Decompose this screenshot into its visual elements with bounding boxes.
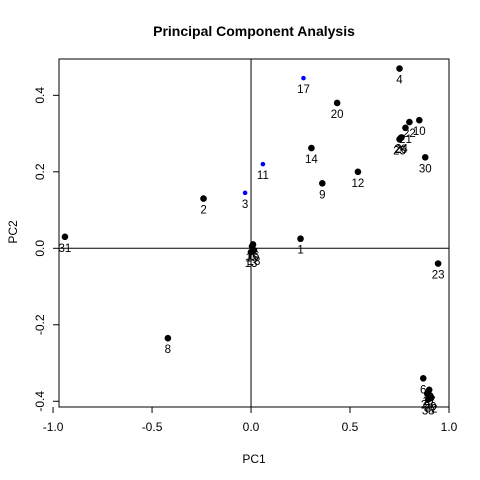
data-point-label-22: 22 bbox=[403, 128, 416, 140]
reference-lines bbox=[59, 59, 449, 407]
data-point-label-11: 11 bbox=[257, 170, 269, 182]
data-point-label-20: 20 bbox=[331, 109, 344, 121]
data-point-21 bbox=[402, 124, 409, 132]
data-point-label-12: 12 bbox=[352, 178, 365, 190]
data-point-label-24: 24 bbox=[395, 143, 408, 155]
data-point-label-33: 33 bbox=[422, 405, 435, 417]
y-tick-label: 0.0 bbox=[33, 240, 47, 257]
data-point-8 bbox=[164, 334, 172, 342]
y-tick-label: -0.2 bbox=[33, 314, 47, 335]
y-tick-label: 0.2 bbox=[33, 163, 47, 180]
data-point-6 bbox=[419, 375, 427, 382]
data-point-12 bbox=[354, 168, 362, 176]
data-point-label-10: 10 bbox=[413, 126, 426, 138]
data-point-label-21: 21 bbox=[399, 134, 412, 146]
data-point-label-13: 13 bbox=[245, 258, 258, 270]
x-axis-label: PC1 bbox=[242, 452, 266, 466]
x-tick-label: 1.0 bbox=[441, 420, 458, 434]
data-point-label-26: 26 bbox=[394, 144, 407, 156]
data-point-18 bbox=[250, 246, 258, 254]
data-point-10 bbox=[416, 116, 423, 124]
data-points bbox=[61, 65, 442, 403]
data-point-label-6: 6 bbox=[420, 384, 426, 396]
data-point-label-9: 9 bbox=[319, 189, 325, 201]
data-point-23 bbox=[434, 260, 442, 267]
plot-border bbox=[58, 58, 450, 408]
data-point-label-16: 16 bbox=[247, 250, 260, 262]
data-point-26 bbox=[397, 134, 404, 142]
data-point-label-28: 28 bbox=[421, 400, 434, 412]
data-point-label-32: 32 bbox=[425, 403, 438, 415]
data-point-31 bbox=[61, 233, 69, 241]
x-tick-label: 0.0 bbox=[243, 420, 260, 434]
data-point-1 bbox=[297, 235, 304, 243]
data-point-label-15: 15 bbox=[246, 252, 259, 264]
y-axis-label: PC2 bbox=[6, 220, 20, 244]
data-point-label-30: 30 bbox=[419, 163, 432, 175]
point-labels: 12 34689101112131415161718202122232425262… bbox=[59, 75, 445, 418]
data-point-16 bbox=[249, 241, 257, 248]
data-point-11 bbox=[260, 161, 266, 167]
data-point-label-23: 23 bbox=[432, 270, 445, 282]
data-point-label-1: 1 bbox=[297, 245, 303, 257]
data-point-2 bbox=[200, 195, 207, 202]
data-point-label-8: 8 bbox=[165, 344, 171, 356]
data-point-label-14: 14 bbox=[305, 154, 318, 166]
data-point-label-2: 2 bbox=[200, 205, 206, 217]
data-point-4 bbox=[396, 65, 403, 72]
data-point-label-29: 29 bbox=[424, 402, 437, 414]
data-point-label-4: 4 bbox=[396, 75, 403, 87]
x-axis: -1.0 -0.5 0.0 0.5 1.0 bbox=[43, 407, 458, 434]
data-point-22 bbox=[406, 118, 413, 126]
x-tick-label: 0.5 bbox=[342, 420, 359, 434]
x-tick-label: -0.5 bbox=[142, 420, 163, 434]
y-tick-label: -0.4 bbox=[33, 391, 47, 412]
data-point-label-18: 18 bbox=[248, 256, 261, 268]
data-point-label-25: 25 bbox=[393, 145, 406, 157]
data-point-label-31: 31 bbox=[59, 243, 72, 255]
data-point-label-17: 17 bbox=[297, 84, 310, 96]
chart-title: Principal Component Analysis bbox=[153, 23, 355, 39]
data-point-label-27: 27 bbox=[423, 396, 436, 408]
data-point-33 bbox=[424, 396, 432, 403]
data-point-30 bbox=[421, 153, 429, 161]
data-point-14 bbox=[308, 144, 315, 152]
data-point-3 bbox=[242, 190, 248, 196]
y-tick-label: 0.4 bbox=[33, 87, 47, 104]
data-point-20 bbox=[333, 99, 341, 107]
data-point-9 bbox=[318, 179, 326, 187]
data-point-label-3: 3 bbox=[242, 199, 248, 211]
x-tick-label: -1.0 bbox=[43, 420, 64, 434]
y-axis: -0.4 -0.2 0.0 0.2 0.4 bbox=[33, 87, 59, 412]
data-point-17 bbox=[301, 75, 306, 81]
plot-frame bbox=[58, 58, 450, 408]
